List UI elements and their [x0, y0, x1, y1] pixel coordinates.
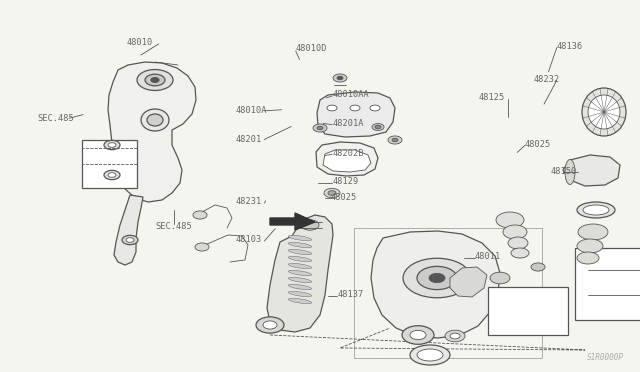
Bar — [354, 228, 542, 358]
Bar — [488, 287, 568, 335]
Circle shape — [392, 138, 398, 142]
Circle shape — [402, 326, 434, 344]
Text: 48025: 48025 — [331, 193, 357, 202]
Text: S1R0000P: S1R0000P — [587, 353, 624, 362]
Circle shape — [445, 330, 465, 342]
Bar — [354, 228, 542, 358]
Text: 48231: 48231 — [236, 198, 262, 206]
Text: 48201A: 48201A — [332, 119, 364, 128]
Circle shape — [372, 124, 384, 131]
Circle shape — [256, 317, 284, 333]
Circle shape — [104, 140, 120, 150]
Polygon shape — [323, 150, 371, 172]
Circle shape — [375, 125, 381, 129]
Ellipse shape — [289, 235, 312, 241]
Text: 48103: 48103 — [236, 235, 262, 244]
Polygon shape — [270, 213, 315, 230]
Text: 48125: 48125 — [479, 93, 505, 102]
Circle shape — [410, 330, 426, 340]
Polygon shape — [563, 155, 620, 186]
Ellipse shape — [565, 160, 575, 185]
Polygon shape — [450, 267, 487, 297]
Circle shape — [337, 76, 343, 80]
Ellipse shape — [511, 248, 529, 258]
Ellipse shape — [583, 205, 609, 215]
Ellipse shape — [577, 239, 603, 253]
Circle shape — [193, 211, 207, 219]
Polygon shape — [114, 195, 143, 265]
Circle shape — [317, 126, 323, 130]
Circle shape — [450, 333, 460, 339]
Text: 48136: 48136 — [557, 42, 583, 51]
Circle shape — [429, 273, 445, 283]
Circle shape — [263, 321, 277, 329]
Polygon shape — [267, 215, 333, 332]
Circle shape — [388, 136, 402, 144]
Ellipse shape — [496, 212, 524, 228]
Circle shape — [108, 173, 116, 177]
Ellipse shape — [289, 284, 312, 290]
Ellipse shape — [417, 349, 443, 361]
Text: 48025: 48025 — [525, 140, 551, 149]
Circle shape — [126, 238, 134, 242]
Circle shape — [108, 143, 116, 147]
Ellipse shape — [289, 278, 312, 283]
Text: 48137: 48137 — [337, 291, 364, 299]
Text: 48150: 48150 — [550, 167, 577, 176]
Circle shape — [104, 170, 120, 180]
Polygon shape — [371, 231, 500, 338]
Ellipse shape — [141, 109, 169, 131]
Text: 48129: 48129 — [332, 177, 358, 186]
Ellipse shape — [289, 242, 312, 248]
Ellipse shape — [503, 225, 527, 239]
Ellipse shape — [147, 114, 163, 126]
Circle shape — [333, 74, 347, 82]
Ellipse shape — [578, 224, 608, 240]
Text: SEC.485: SEC.485 — [156, 222, 193, 231]
Text: 48010AA: 48010AA — [332, 90, 369, 99]
Circle shape — [145, 74, 165, 86]
Ellipse shape — [582, 88, 626, 136]
Ellipse shape — [289, 249, 312, 255]
Circle shape — [403, 258, 471, 298]
Circle shape — [122, 235, 138, 245]
Text: 48011: 48011 — [475, 252, 501, 261]
Ellipse shape — [577, 252, 599, 264]
Circle shape — [370, 105, 380, 111]
Circle shape — [313, 124, 327, 132]
Polygon shape — [108, 62, 196, 202]
Ellipse shape — [588, 95, 620, 129]
Circle shape — [301, 220, 319, 230]
Ellipse shape — [289, 263, 312, 269]
Polygon shape — [316, 142, 378, 176]
Text: 48010D: 48010D — [296, 44, 327, 53]
Bar — [575, 248, 640, 320]
Text: 48010: 48010 — [126, 38, 153, 47]
Text: 48201: 48201 — [236, 135, 262, 144]
Ellipse shape — [577, 202, 615, 218]
Bar — [82, 140, 137, 188]
Polygon shape — [317, 92, 395, 137]
Ellipse shape — [289, 291, 312, 296]
Text: 48232: 48232 — [533, 75, 559, 84]
Circle shape — [531, 263, 545, 271]
Ellipse shape — [289, 256, 312, 262]
Circle shape — [324, 188, 340, 198]
Ellipse shape — [289, 298, 312, 304]
Circle shape — [490, 272, 510, 284]
Circle shape — [195, 243, 209, 251]
Text: SEC.485: SEC.485 — [37, 114, 74, 123]
Circle shape — [151, 78, 159, 82]
Circle shape — [350, 105, 360, 111]
Text: 48202B: 48202B — [332, 149, 364, 158]
Circle shape — [327, 105, 337, 111]
Ellipse shape — [508, 237, 528, 249]
Text: 48010A: 48010A — [236, 106, 267, 115]
Ellipse shape — [410, 345, 450, 365]
Circle shape — [328, 191, 336, 195]
Circle shape — [417, 266, 457, 290]
Ellipse shape — [289, 270, 312, 276]
Circle shape — [137, 70, 173, 90]
